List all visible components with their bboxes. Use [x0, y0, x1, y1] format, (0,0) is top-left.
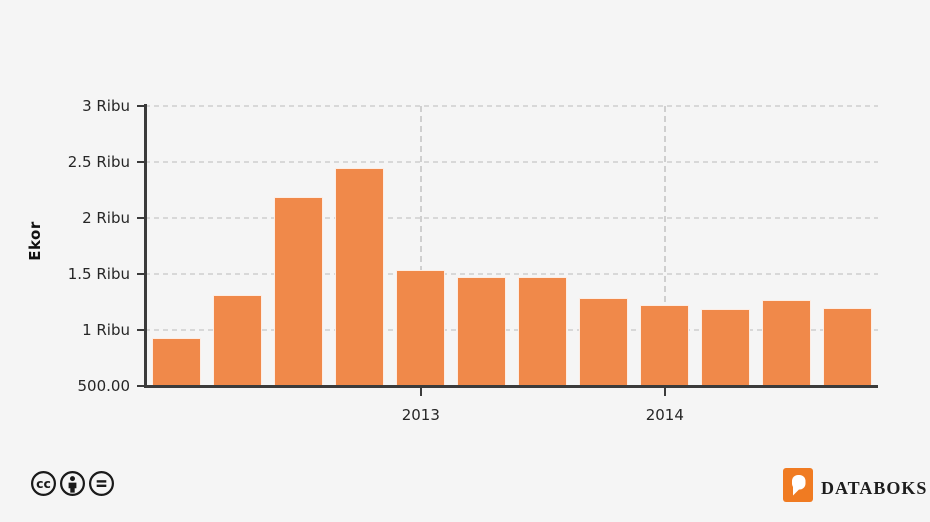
y-gridline	[145, 217, 878, 219]
x-axis-tick	[663, 388, 666, 396]
x-axis-tick-label: 2013	[401, 406, 440, 424]
y-axis-tick	[137, 161, 144, 163]
attribution-icon[interactable]	[59, 470, 86, 501]
bar[interactable]	[518, 277, 568, 386]
x-axis-tick-label: 2014	[645, 406, 684, 424]
y-gridline	[145, 329, 878, 331]
equal-icon[interactable]	[88, 470, 115, 501]
bar[interactable]	[701, 308, 751, 386]
y-axis-tick-label: 500.00	[77, 377, 131, 395]
svg-text:cc: cc	[36, 476, 51, 491]
x-gridline	[663, 106, 666, 386]
y-axis-title: Ekor	[26, 221, 44, 261]
y-axis-tick	[137, 273, 144, 275]
databoks-wordmark: DATABOKS	[821, 477, 928, 498]
x-gridline	[419, 106, 422, 386]
y-axis-tick-label: 1 Ribu	[82, 321, 130, 339]
x-axis-line	[144, 385, 878, 388]
bar[interactable]	[335, 167, 385, 386]
bar[interactable]	[579, 297, 629, 386]
y-gridline	[145, 161, 878, 163]
cc-license-badges[interactable]: cc	[30, 470, 115, 501]
bar[interactable]	[823, 307, 873, 386]
bar[interactable]	[274, 196, 324, 386]
y-axis-tick-label: 2 Ribu	[82, 209, 130, 227]
y-axis-tick	[137, 105, 144, 107]
bar[interactable]	[762, 299, 812, 386]
cc-icon[interactable]: cc	[30, 470, 57, 501]
bar[interactable]	[457, 277, 507, 386]
y-axis-tick-label: 2.5 Ribu	[67, 153, 130, 171]
y-axis-tick	[137, 385, 144, 387]
y-axis-line	[144, 104, 147, 388]
y-axis-tick	[137, 217, 144, 219]
y-gridline	[145, 273, 878, 275]
y-axis-tick-label: 3 Ribu	[82, 97, 130, 115]
bar[interactable]	[640, 305, 690, 386]
bar[interactable]	[396, 269, 446, 386]
bar[interactable]	[152, 337, 202, 386]
databoks-d-icon	[783, 468, 813, 506]
y-gridline	[145, 105, 878, 107]
y-axis-tick-label: 1.5 Ribu	[67, 265, 130, 283]
x-axis-tick	[419, 388, 422, 396]
y-axis-tick	[137, 329, 144, 331]
bar[interactable]	[213, 295, 263, 386]
databoks-logo[interactable]: DATABOKS	[783, 468, 927, 506]
